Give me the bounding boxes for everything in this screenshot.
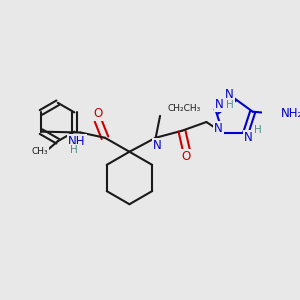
Text: CH₂CH₃: CH₂CH₃ bbox=[167, 104, 200, 113]
Text: O: O bbox=[93, 107, 103, 120]
Text: NH: NH bbox=[68, 135, 86, 148]
Text: N: N bbox=[225, 88, 233, 100]
Text: CH₃: CH₃ bbox=[32, 147, 49, 156]
Text: H: H bbox=[226, 100, 234, 110]
Text: N: N bbox=[244, 131, 253, 144]
Text: H: H bbox=[70, 145, 77, 155]
Text: N: N bbox=[215, 98, 224, 111]
Text: N: N bbox=[153, 139, 162, 152]
Text: O: O bbox=[182, 151, 191, 164]
Text: N: N bbox=[214, 122, 223, 135]
Text: NH₂: NH₂ bbox=[281, 107, 300, 120]
Text: H: H bbox=[254, 125, 262, 135]
